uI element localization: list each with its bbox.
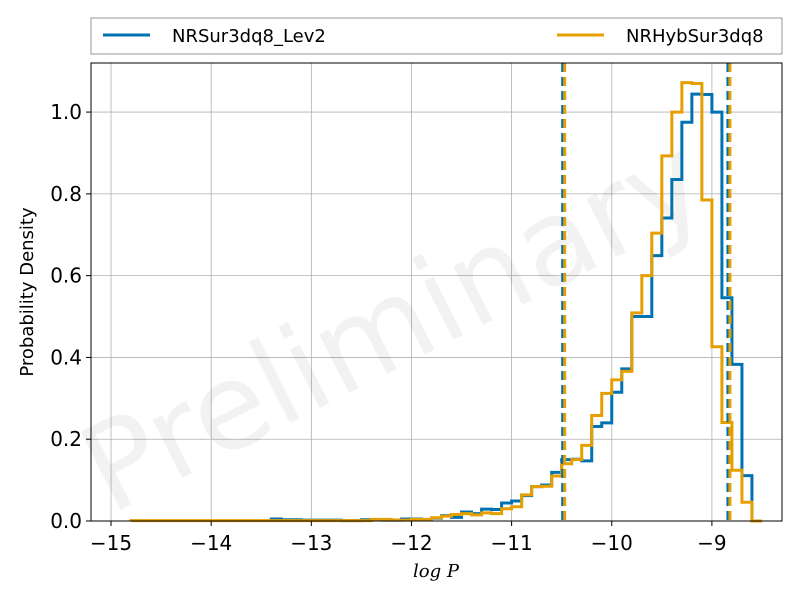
y-axis-label: Probability Density [17, 207, 38, 377]
histogram-series-nrhybsur3dq8 [129, 81, 762, 523]
y-tick-label: 0.4 [50, 345, 82, 369]
plot-frame [90, 62, 783, 522]
y-tick-label: 0.2 [50, 427, 82, 451]
y-axis: 0.0 0.2 0.4 0.6 0.8 1.0 [50, 100, 91, 533]
grid [91, 63, 782, 522]
x-axis-label: log P [413, 561, 460, 582]
y-tick-label: 1.0 [50, 100, 82, 124]
legend: NRSur3dq8_Lev2 NRHybSur3dq8 [90, 17, 783, 55]
legend-label-nrhybsur3dq8: NRHybSur3dq8 [626, 26, 764, 47]
reference-lines [561, 63, 732, 521]
watermark: Preliminary [60, 109, 727, 540]
legend-frame [90, 17, 783, 55]
x-tick-label: −12 [390, 531, 432, 555]
x-tick-label: −13 [290, 531, 332, 555]
x-tick-label: −14 [190, 531, 232, 555]
legend-label-nrsur3dq8: NRSur3dq8_Lev2 [172, 26, 326, 47]
x-axis: −15 −14 −13 −12 −11 −10 −9 [90, 521, 727, 555]
y-tick-label: 0.6 [50, 264, 82, 288]
x-tick-label: −15 [90, 531, 132, 555]
series-layer [129, 81, 762, 523]
y-tick-label: 0.8 [50, 182, 82, 206]
y-tick-label: 0.0 [50, 509, 82, 533]
x-tick-label: −11 [490, 531, 532, 555]
x-tick-label: −10 [591, 531, 633, 555]
x-tick-label: −9 [697, 531, 726, 555]
